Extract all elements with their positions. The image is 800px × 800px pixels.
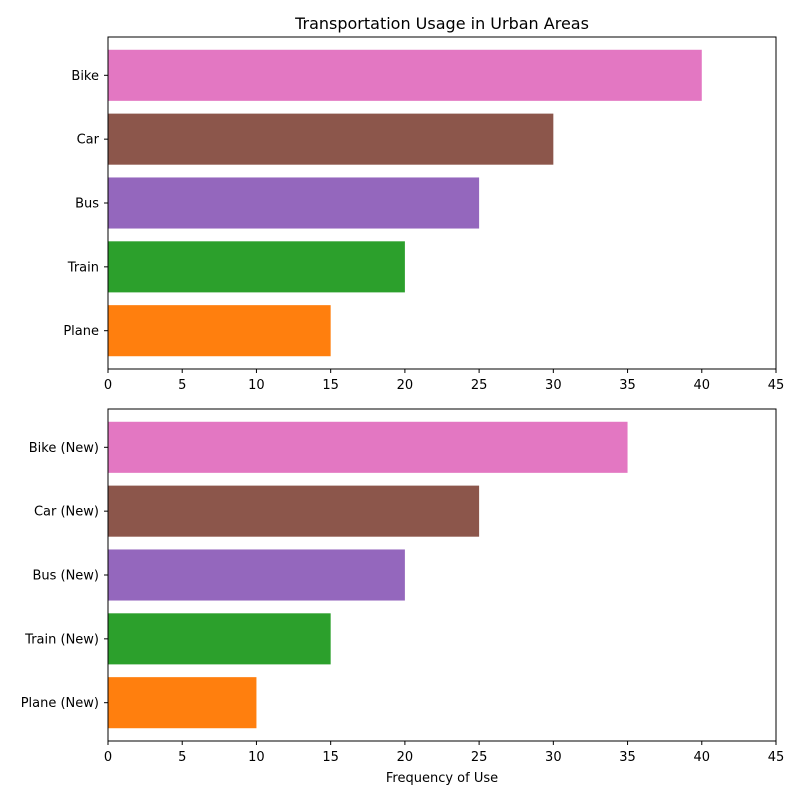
y-tick-label: Train — [67, 260, 99, 275]
bar-car-new — [108, 485, 480, 537]
x-tick-label: 30 — [545, 378, 562, 393]
bar-bus-new — [108, 549, 405, 601]
x-tick-label: 10 — [248, 378, 265, 393]
y-tick-label: Car — [77, 133, 100, 148]
x-axis-label: Frequency of Use — [386, 771, 498, 786]
x-tick-label: 40 — [694, 750, 711, 765]
y-tick-label: Bus — [75, 197, 99, 212]
bar-plane-new — [108, 677, 257, 729]
x-tick-label: 35 — [619, 378, 636, 393]
x-tick-label: 20 — [397, 750, 414, 765]
y-tick-label: Bike — [71, 69, 99, 84]
x-tick-label: 5 — [178, 378, 186, 393]
x-tick-label: 25 — [471, 378, 488, 393]
y-tick-label: Plane — [63, 324, 99, 339]
x-tick-label: 0 — [104, 750, 112, 765]
chart-title: Transportation Usage in Urban Areas — [294, 14, 589, 33]
x-tick-label: 20 — [397, 378, 414, 393]
bar-train-new — [108, 613, 331, 665]
x-tick-label: 25 — [471, 750, 488, 765]
x-tick-label: 15 — [322, 378, 339, 393]
x-tick-label: 45 — [768, 378, 785, 393]
x-tick-label: 35 — [619, 750, 636, 765]
chart-panel-1: Plane Train Bus Car Bike 0 5 10 15 20 25 30 35 40 45 Tr… — [63, 14, 784, 393]
bar-bike — [108, 49, 702, 101]
bar-train — [108, 241, 405, 293]
bar-car — [108, 113, 554, 165]
bar-bus — [108, 177, 480, 229]
chart-panel-2: Plane (New) Train (New) Bus (New) Car (New)… — [21, 408, 785, 786]
x-tick-label: 15 — [322, 750, 339, 765]
x-tick-label: 30 — [545, 750, 562, 765]
bar-plane — [108, 305, 331, 357]
y-tick-label: Bus (New) — [32, 569, 99, 584]
y-tick-label: Bike (New) — [29, 441, 99, 456]
x-tick-label: 45 — [768, 750, 785, 765]
x-tick-label: 40 — [694, 378, 711, 393]
y-tick-label: Plane (New) — [21, 696, 99, 711]
bar-bike-new — [108, 421, 628, 473]
x-tick-label: 10 — [248, 750, 265, 765]
y-tick-label: Car (New) — [34, 505, 99, 520]
x-tick-label: 5 — [178, 750, 186, 765]
y-tick-label: Train (New) — [24, 632, 99, 647]
x-tick-label: 0 — [104, 378, 112, 393]
